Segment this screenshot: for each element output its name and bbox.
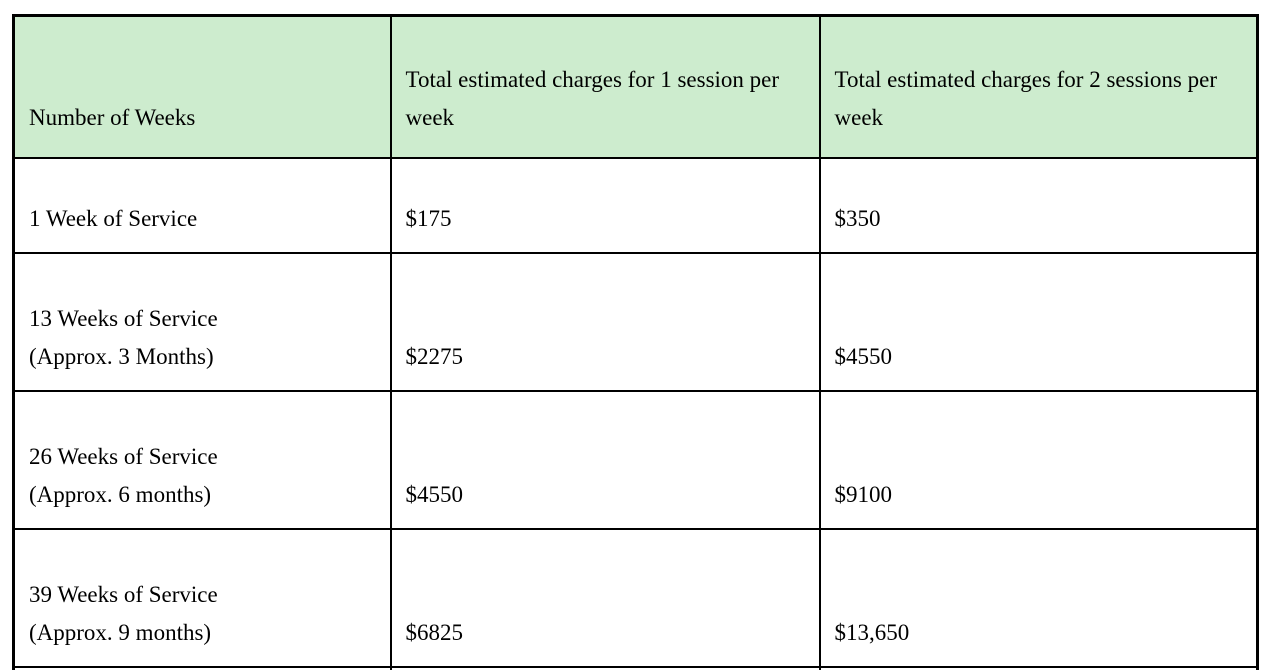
- two-session-total-cell: $18,200: [818, 666, 1259, 670]
- pricing-table: Number of Weeks Total estimated charges …: [12, 14, 1259, 670]
- approx-months-label: (Approx. 6 months): [29, 482, 212, 507]
- weeks-label: 13 Weeks of Service: [29, 306, 218, 331]
- approx-months-label: (Approx. 3 Months): [29, 344, 214, 369]
- table-row: 1 Week of Service $175 $350: [12, 157, 1259, 254]
- weeks-cell: 26 Weeks of Service (Approx. 6 months): [12, 390, 392, 530]
- weeks-cell: 1 Week of Service: [12, 157, 392, 254]
- one-session-total-cell: $6825: [389, 528, 821, 668]
- table-body: 1 Week of Service $175 $350 13 Weeks of …: [12, 157, 1259, 670]
- one-session-total-cell: $4550: [389, 390, 821, 530]
- one-session-total-cell: $2275: [389, 252, 821, 392]
- weeks-label: 26 Weeks of Service: [29, 444, 218, 469]
- weeks-cell: 13 Weeks of Service (Approx. 3 Months): [12, 252, 392, 392]
- column-header-label: Total estimated charges for 2 sessions p…: [834, 67, 1217, 130]
- approx-months-label: (Approx. 9 months): [29, 620, 212, 645]
- column-header-one-session: Total estimated charges for 1 session pe…: [389, 14, 821, 159]
- table-row: 39 Weeks of Service (Approx. 9 months) $…: [12, 528, 1259, 668]
- weeks-label: 39 Weeks of Service: [29, 582, 218, 607]
- column-header-label: Total estimated charges for 1 session pe…: [405, 67, 780, 130]
- table-row: 26 Weeks of Service (Approx. 6 months) $…: [12, 390, 1259, 530]
- table-row: 13 Weeks of Service (Approx. 3 Months) $…: [12, 252, 1259, 392]
- two-session-total-cell: $350: [818, 157, 1259, 254]
- table-row: 52 Weeks of Service (Approx. 12 Months) …: [12, 666, 1259, 670]
- column-header-number-of-weeks: Number of Weeks: [12, 14, 392, 159]
- table-header-row: Number of Weeks Total estimated charges …: [12, 14, 1259, 159]
- two-session-total-cell: $4550: [818, 252, 1259, 392]
- column-header-label: Number of Weeks: [29, 105, 196, 130]
- one-session-total-cell: $9100: [389, 666, 821, 670]
- two-session-total-cell: $13,650: [818, 528, 1259, 668]
- weeks-label: 1 Week of Service: [29, 206, 198, 231]
- weeks-cell: 52 Weeks of Service (Approx. 12 Months): [12, 666, 392, 670]
- column-header-two-sessions: Total estimated charges for 2 sessions p…: [818, 14, 1259, 159]
- weeks-cell: 39 Weeks of Service (Approx. 9 months): [12, 528, 392, 668]
- two-session-total-cell: $9100: [818, 390, 1259, 530]
- one-session-total-cell: $175: [389, 157, 821, 254]
